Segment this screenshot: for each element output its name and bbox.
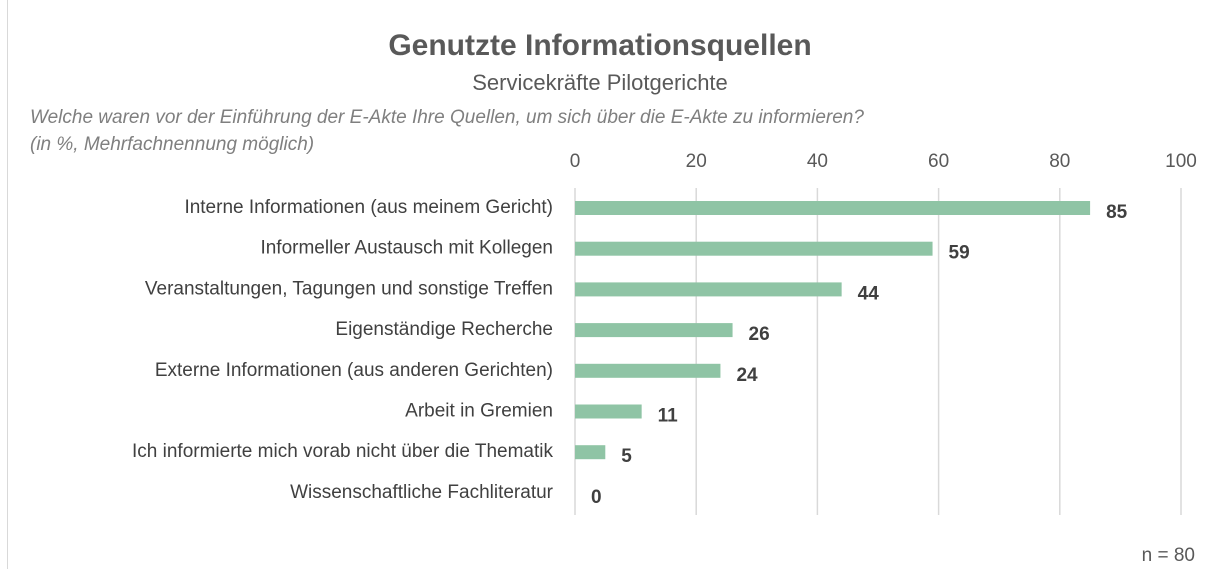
value-label: 11 <box>658 406 679 427</box>
bar <box>575 201 1091 215</box>
x-tick-label: 20 <box>686 151 707 172</box>
question: Welche waren vor der Einführung der E-Ak… <box>30 107 864 128</box>
x-tick-label: 0 <box>570 151 581 172</box>
x-tick-label: 100 <box>1165 151 1197 172</box>
y-tick-label: Ich informierte mich vorab nicht über di… <box>132 441 553 462</box>
y-tick-label: Veranstaltungen, Tagungen und sonstige T… <box>145 278 553 299</box>
value-label: 24 <box>736 365 758 386</box>
bar <box>575 241 933 256</box>
x-tick-label: 40 <box>807 151 828 172</box>
note: n = 80 <box>1142 545 1195 566</box>
y-tick-label: Arbeit in Gremien <box>405 401 553 422</box>
y-tick-label: Interne Informationen (aus meinem Gerich… <box>184 197 553 218</box>
x-tick-label: 60 <box>928 151 949 172</box>
bar <box>575 404 642 419</box>
value-label: 59 <box>949 243 970 264</box>
value-label: 85 <box>1106 202 1128 223</box>
y-tick-label: Eigenständige Recherche <box>335 319 553 340</box>
y-tick-label: Wissenschaftliche Fachliteratur <box>290 482 554 503</box>
chart-subtitle: Servicekräfte Pilotgerichte <box>472 70 728 95</box>
y-tick-label: Externe Informationen (aus anderen Geric… <box>155 360 553 381</box>
bar <box>575 445 606 460</box>
value-label: 5 <box>621 446 632 467</box>
y-tick-label: Informeller Austausch mit Kollegen <box>260 238 553 259</box>
question: (in %, Mehrfachnennung möglich) <box>30 134 314 155</box>
value-label: 44 <box>858 283 880 304</box>
chart-title: Genutzte Informationsquellen <box>388 29 811 62</box>
bar <box>575 363 721 378</box>
value-label: 26 <box>749 324 770 345</box>
bar <box>575 323 733 338</box>
bar <box>575 282 842 297</box>
x-tick-label: 80 <box>1049 151 1070 172</box>
value-label: 0 <box>591 487 602 508</box>
